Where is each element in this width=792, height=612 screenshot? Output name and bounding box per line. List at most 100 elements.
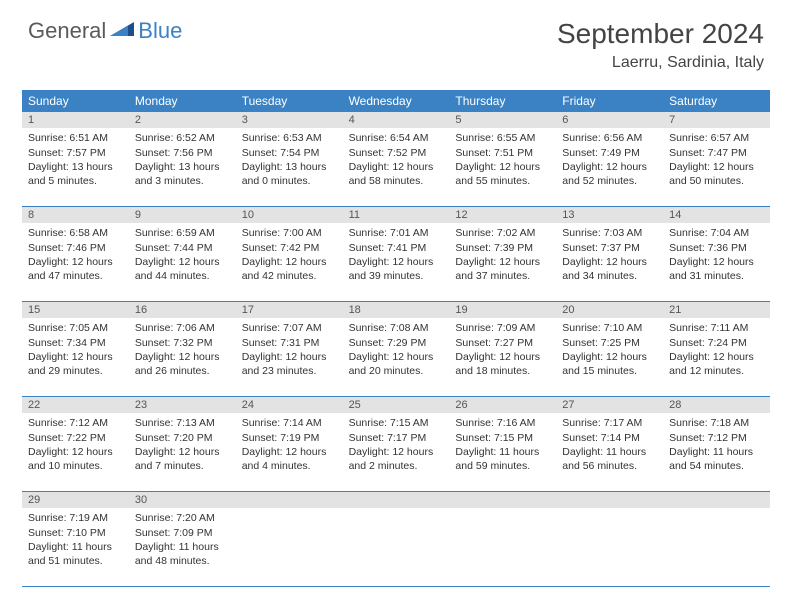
daylight-line: Daylight: 12 hours and 52 minutes. bbox=[562, 161, 657, 188]
day-cell bbox=[663, 508, 770, 586]
weekday-cell: Saturday bbox=[663, 90, 770, 112]
day-number-row: 1234567 bbox=[22, 112, 770, 128]
day-number: 28 bbox=[663, 397, 770, 413]
daylight-line: Daylight: 12 hours and 23 minutes. bbox=[242, 351, 337, 378]
day-cell: Sunrise: 6:54 AMSunset: 7:52 PMDaylight:… bbox=[343, 128, 450, 206]
week-row: Sunrise: 6:58 AMSunset: 7:46 PMDaylight:… bbox=[22, 223, 770, 302]
day-cell bbox=[556, 508, 663, 586]
logo-triangle-icon bbox=[110, 20, 136, 43]
day-cell: Sunrise: 6:52 AMSunset: 7:56 PMDaylight:… bbox=[129, 128, 236, 206]
sunset-line: Sunset: 7:32 PM bbox=[135, 337, 230, 351]
sunset-line: Sunset: 7:19 PM bbox=[242, 432, 337, 446]
sunset-line: Sunset: 7:44 PM bbox=[135, 242, 230, 256]
daylight-line: Daylight: 13 hours and 3 minutes. bbox=[135, 161, 230, 188]
sunrise-line: Sunrise: 7:16 AM bbox=[455, 417, 550, 431]
sunrise-line: Sunrise: 6:51 AM bbox=[28, 132, 123, 146]
daylight-line: Daylight: 12 hours and 39 minutes. bbox=[349, 256, 444, 283]
day-cell: Sunrise: 7:14 AMSunset: 7:19 PMDaylight:… bbox=[236, 413, 343, 491]
day-cell: Sunrise: 7:02 AMSunset: 7:39 PMDaylight:… bbox=[449, 223, 556, 301]
sunrise-line: Sunrise: 6:54 AM bbox=[349, 132, 444, 146]
sunset-line: Sunset: 7:15 PM bbox=[455, 432, 550, 446]
sunrise-line: Sunrise: 7:02 AM bbox=[455, 227, 550, 241]
day-number: 14 bbox=[663, 207, 770, 223]
day-cell: Sunrise: 6:55 AMSunset: 7:51 PMDaylight:… bbox=[449, 128, 556, 206]
calendar: SundayMondayTuesdayWednesdayThursdayFrid… bbox=[22, 90, 770, 587]
sunrise-line: Sunrise: 7:13 AM bbox=[135, 417, 230, 431]
week-row: Sunrise: 7:12 AMSunset: 7:22 PMDaylight:… bbox=[22, 413, 770, 492]
day-number: 5 bbox=[449, 112, 556, 128]
day-number: 29 bbox=[22, 492, 129, 508]
day-number: 23 bbox=[129, 397, 236, 413]
day-cell: Sunrise: 7:18 AMSunset: 7:12 PMDaylight:… bbox=[663, 413, 770, 491]
daylight-line: Daylight: 12 hours and 29 minutes. bbox=[28, 351, 123, 378]
sunrise-line: Sunrise: 7:03 AM bbox=[562, 227, 657, 241]
day-number: 6 bbox=[556, 112, 663, 128]
daylight-line: Daylight: 12 hours and 37 minutes. bbox=[455, 256, 550, 283]
sunset-line: Sunset: 7:14 PM bbox=[562, 432, 657, 446]
title-block: September 2024 Laerru, Sardinia, Italy bbox=[557, 18, 764, 72]
daylight-line: Daylight: 12 hours and 31 minutes. bbox=[669, 256, 764, 283]
day-cell: Sunrise: 7:07 AMSunset: 7:31 PMDaylight:… bbox=[236, 318, 343, 396]
day-cell: Sunrise: 6:58 AMSunset: 7:46 PMDaylight:… bbox=[22, 223, 129, 301]
day-number: 1 bbox=[22, 112, 129, 128]
day-number: 16 bbox=[129, 302, 236, 318]
sunrise-line: Sunrise: 6:57 AM bbox=[669, 132, 764, 146]
day-number-row: 2930..... bbox=[22, 492, 770, 508]
sunrise-line: Sunrise: 6:52 AM bbox=[135, 132, 230, 146]
header: General Blue September 2024 Laerru, Sard… bbox=[0, 0, 792, 80]
sunset-line: Sunset: 7:52 PM bbox=[349, 147, 444, 161]
day-cell: Sunrise: 6:56 AMSunset: 7:49 PMDaylight:… bbox=[556, 128, 663, 206]
weeks-container: 1234567Sunrise: 6:51 AMSunset: 7:57 PMDa… bbox=[22, 112, 770, 587]
sunset-line: Sunset: 7:17 PM bbox=[349, 432, 444, 446]
sunset-line: Sunset: 7:09 PM bbox=[135, 527, 230, 541]
sunset-line: Sunset: 7:24 PM bbox=[669, 337, 764, 351]
sunrise-line: Sunrise: 7:01 AM bbox=[349, 227, 444, 241]
daylight-line: Daylight: 12 hours and 20 minutes. bbox=[349, 351, 444, 378]
sunrise-line: Sunrise: 7:04 AM bbox=[669, 227, 764, 241]
day-number: 13 bbox=[556, 207, 663, 223]
sunrise-line: Sunrise: 6:59 AM bbox=[135, 227, 230, 241]
daylight-line: Daylight: 11 hours and 48 minutes. bbox=[135, 541, 230, 568]
sunrise-line: Sunrise: 7:00 AM bbox=[242, 227, 337, 241]
sunset-line: Sunset: 7:10 PM bbox=[28, 527, 123, 541]
weekday-cell: Wednesday bbox=[343, 90, 450, 112]
weekday-cell: Thursday bbox=[449, 90, 556, 112]
sunrise-line: Sunrise: 7:10 AM bbox=[562, 322, 657, 336]
day-number: 18 bbox=[343, 302, 450, 318]
daylight-line: Daylight: 12 hours and 10 minutes. bbox=[28, 446, 123, 473]
sunrise-line: Sunrise: 7:12 AM bbox=[28, 417, 123, 431]
weekday-header-row: SundayMondayTuesdayWednesdayThursdayFrid… bbox=[22, 90, 770, 112]
sunrise-line: Sunrise: 7:09 AM bbox=[455, 322, 550, 336]
day-number: 17 bbox=[236, 302, 343, 318]
logo-text-general: General bbox=[28, 18, 106, 44]
sunrise-line: Sunrise: 7:18 AM bbox=[669, 417, 764, 431]
sunrise-line: Sunrise: 6:53 AM bbox=[242, 132, 337, 146]
daylight-line: Daylight: 12 hours and 47 minutes. bbox=[28, 256, 123, 283]
sunset-line: Sunset: 7:46 PM bbox=[28, 242, 123, 256]
day-cell: Sunrise: 7:19 AMSunset: 7:10 PMDaylight:… bbox=[22, 508, 129, 586]
week-row: Sunrise: 7:05 AMSunset: 7:34 PMDaylight:… bbox=[22, 318, 770, 397]
day-number: 12 bbox=[449, 207, 556, 223]
day-number-row: 22232425262728 bbox=[22, 397, 770, 413]
day-cell: Sunrise: 6:51 AMSunset: 7:57 PMDaylight:… bbox=[22, 128, 129, 206]
daylight-line: Daylight: 12 hours and 18 minutes. bbox=[455, 351, 550, 378]
sunset-line: Sunset: 7:20 PM bbox=[135, 432, 230, 446]
daylight-line: Daylight: 12 hours and 42 minutes. bbox=[242, 256, 337, 283]
day-number: 22 bbox=[22, 397, 129, 413]
day-number: 26 bbox=[449, 397, 556, 413]
day-cell: Sunrise: 6:59 AMSunset: 7:44 PMDaylight:… bbox=[129, 223, 236, 301]
page-title: September 2024 bbox=[557, 18, 764, 50]
day-number: 19 bbox=[449, 302, 556, 318]
day-number-row: 891011121314 bbox=[22, 207, 770, 223]
day-number: 24 bbox=[236, 397, 343, 413]
daylight-line: Daylight: 13 hours and 5 minutes. bbox=[28, 161, 123, 188]
day-cell: Sunrise: 7:12 AMSunset: 7:22 PMDaylight:… bbox=[22, 413, 129, 491]
day-cell: Sunrise: 7:09 AMSunset: 7:27 PMDaylight:… bbox=[449, 318, 556, 396]
daylight-line: Daylight: 12 hours and 2 minutes. bbox=[349, 446, 444, 473]
sunset-line: Sunset: 7:56 PM bbox=[135, 147, 230, 161]
sunrise-line: Sunrise: 7:08 AM bbox=[349, 322, 444, 336]
day-number: 21 bbox=[663, 302, 770, 318]
day-cell: Sunrise: 7:04 AMSunset: 7:36 PMDaylight:… bbox=[663, 223, 770, 301]
daylight-line: Daylight: 11 hours and 54 minutes. bbox=[669, 446, 764, 473]
day-cell: Sunrise: 7:00 AMSunset: 7:42 PMDaylight:… bbox=[236, 223, 343, 301]
